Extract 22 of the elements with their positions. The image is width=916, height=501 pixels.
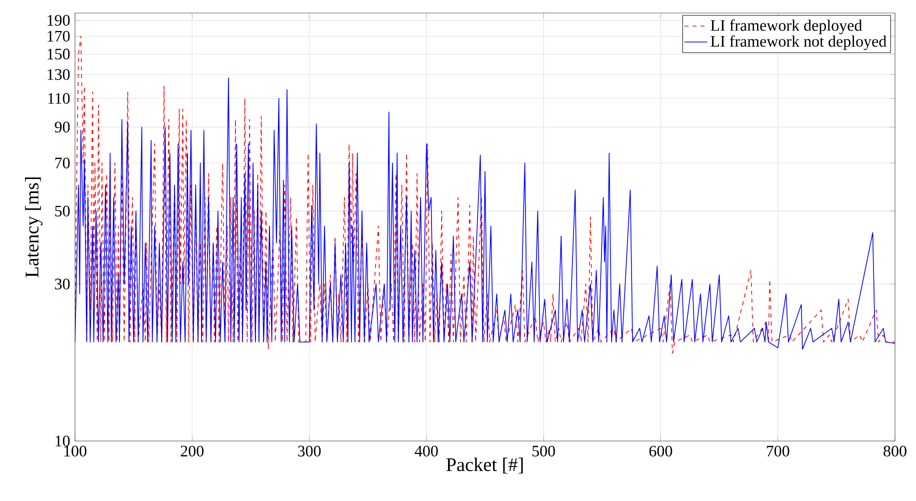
y-tick-label: 90 xyxy=(54,122,70,132)
y-tick-label: 150 xyxy=(48,48,70,60)
legend-label: LI framework not deployed xyxy=(710,35,886,50)
y-axis-title: Latency [ms] xyxy=(25,178,42,278)
x-tick-label: 700 xyxy=(766,446,790,456)
y-tick-label: 10 xyxy=(56,436,70,446)
y-tick-label: 110 xyxy=(48,93,70,104)
x-tick-label: 200 xyxy=(180,446,204,456)
x-tick-label: 300 xyxy=(298,446,321,456)
legend-label: LI framework deployed xyxy=(710,19,862,34)
x-axis-title: Packet [#] xyxy=(446,458,523,474)
y-tick-label: 190 xyxy=(48,14,70,26)
x-tick-label: 100 xyxy=(64,446,86,456)
x-tick-label: 500 xyxy=(532,446,555,456)
y-tick-label: 50 xyxy=(55,206,70,216)
y-tick-label: 70 xyxy=(55,158,70,168)
x-tick-label: 600 xyxy=(649,446,672,456)
y-tick-label: 30 xyxy=(55,278,70,290)
x-tick-label: 400 xyxy=(414,446,438,456)
x-tick-label: 800 xyxy=(884,446,906,456)
y-tick-label: 170 xyxy=(48,30,70,42)
y-tick-label: 130 xyxy=(48,69,70,80)
